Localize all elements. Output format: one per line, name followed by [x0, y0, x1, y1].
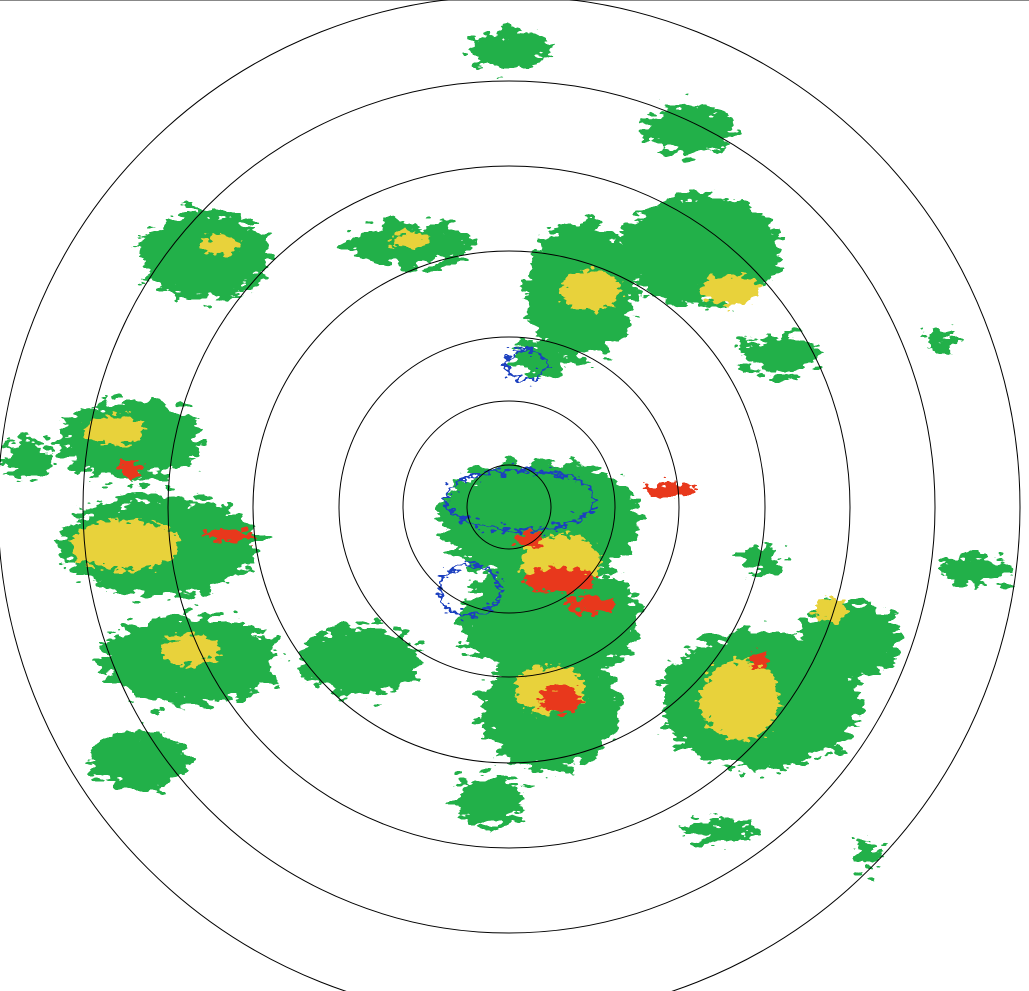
echo-yellow: [70, 232, 845, 740]
echo-red: [118, 462, 770, 715]
echo-green: [5, 30, 1010, 870]
echo-blue: [438, 348, 597, 617]
